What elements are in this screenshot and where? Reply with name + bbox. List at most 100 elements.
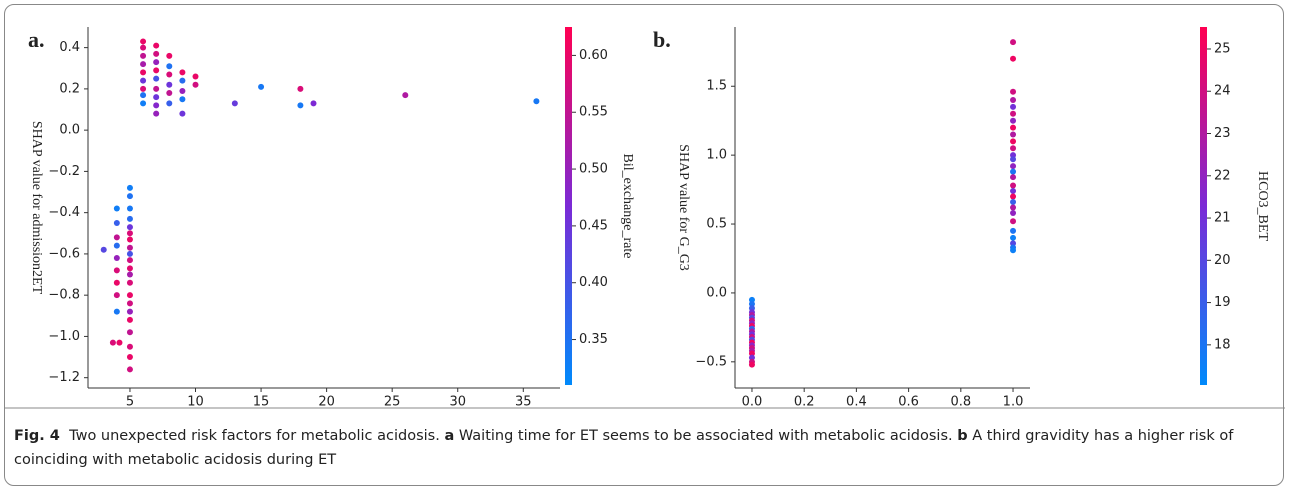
caption-part-text: A third gravidity has a higher risk of c… — [14, 428, 1234, 468]
caption-part-label: a — [444, 428, 455, 444]
point — [1010, 174, 1017, 181]
point — [1010, 247, 1017, 254]
x-tick-label: 15 — [253, 395, 270, 410]
point — [1010, 39, 1017, 46]
y-tick-label: −0.8 — [48, 288, 80, 303]
x-tick-label: 20 — [318, 395, 335, 410]
point — [126, 224, 133, 231]
point — [126, 215, 133, 222]
figure-frame — [4, 4, 1284, 486]
point — [153, 102, 160, 109]
y-tick-label: 1.5 — [706, 79, 727, 94]
point — [166, 63, 173, 70]
point — [140, 77, 147, 84]
y-tick-label: −0.6 — [48, 246, 80, 261]
point — [1010, 204, 1017, 211]
point — [153, 94, 160, 101]
point — [1010, 193, 1017, 200]
colorbar-tick-label: 0.40 — [579, 275, 608, 290]
point — [126, 300, 133, 307]
point — [126, 271, 133, 278]
point — [748, 296, 755, 303]
point — [748, 300, 755, 307]
point — [126, 244, 133, 251]
x-tick-label: 35 — [515, 395, 532, 410]
colorbar-tick-label: 0.55 — [579, 105, 608, 120]
point — [153, 59, 160, 66]
x-tick-label: 30 — [449, 395, 466, 410]
point — [126, 292, 133, 299]
point — [126, 193, 133, 200]
point — [140, 52, 147, 59]
point — [113, 219, 120, 226]
point — [153, 85, 160, 92]
point — [1010, 138, 1017, 145]
point — [126, 230, 133, 237]
point — [179, 87, 186, 94]
point — [100, 246, 107, 253]
point — [192, 73, 199, 80]
point — [1010, 110, 1017, 117]
x-tick-label: 0.0 — [742, 395, 763, 410]
caption: Fig. 4 Two unexpected risk factors for m… — [14, 424, 1276, 472]
x-tick-label: 25 — [384, 395, 401, 410]
colorbar-label: Bil_exchange_rate — [620, 154, 635, 259]
panel-label: a. — [28, 27, 45, 52]
point — [113, 279, 120, 286]
x-tick-label: 0.6 — [898, 395, 919, 410]
point — [140, 69, 147, 76]
point — [113, 242, 120, 249]
x-tick-label: 5 — [126, 395, 134, 410]
point — [533, 98, 540, 105]
x-tick-label: 0.8 — [950, 395, 971, 410]
point — [126, 366, 133, 373]
point — [748, 354, 755, 361]
point — [1010, 152, 1017, 159]
point — [140, 100, 147, 107]
point — [1010, 227, 1017, 234]
point — [1010, 131, 1017, 138]
point — [1010, 88, 1017, 95]
point — [166, 90, 173, 97]
y-tick-label: −1.2 — [48, 370, 80, 385]
colorbar-tick-label: 20 — [1214, 253, 1231, 268]
colorbar-tick-label: 0.50 — [579, 162, 608, 177]
point — [1010, 210, 1017, 217]
point — [192, 81, 199, 88]
point — [179, 96, 186, 103]
colorbar-tick-label: 0.60 — [579, 48, 608, 63]
caption-label: Fig. 4 — [14, 428, 60, 444]
caption-part-label: b — [957, 428, 968, 444]
point — [113, 292, 120, 299]
point — [1010, 168, 1017, 175]
caption-part-text: Waiting time for ET seems to be associat… — [458, 428, 953, 444]
point — [1010, 182, 1017, 189]
point — [113, 234, 120, 241]
point — [297, 85, 304, 92]
point — [166, 71, 173, 78]
y-tick-label: 0.5 — [706, 217, 727, 232]
y-tick-label: 1.0 — [706, 148, 727, 163]
point — [166, 81, 173, 88]
point — [748, 305, 755, 312]
panel-label: b. — [653, 27, 671, 52]
point — [748, 350, 755, 357]
point — [1010, 163, 1017, 170]
colorbar-tick-label: 23 — [1214, 126, 1231, 141]
point — [166, 100, 173, 107]
point — [153, 110, 160, 117]
point — [113, 267, 120, 274]
point — [113, 205, 120, 212]
x-tick-label: 10 — [187, 395, 204, 410]
point — [140, 44, 147, 51]
point — [153, 42, 160, 49]
point — [126, 308, 133, 315]
point — [113, 255, 120, 262]
point — [140, 92, 147, 99]
point — [126, 265, 133, 272]
point — [126, 329, 133, 336]
point — [153, 50, 160, 57]
y-tick-label: 0.2 — [59, 81, 80, 96]
point — [126, 236, 133, 243]
colorbar-tick-label: 0.45 — [579, 218, 608, 233]
